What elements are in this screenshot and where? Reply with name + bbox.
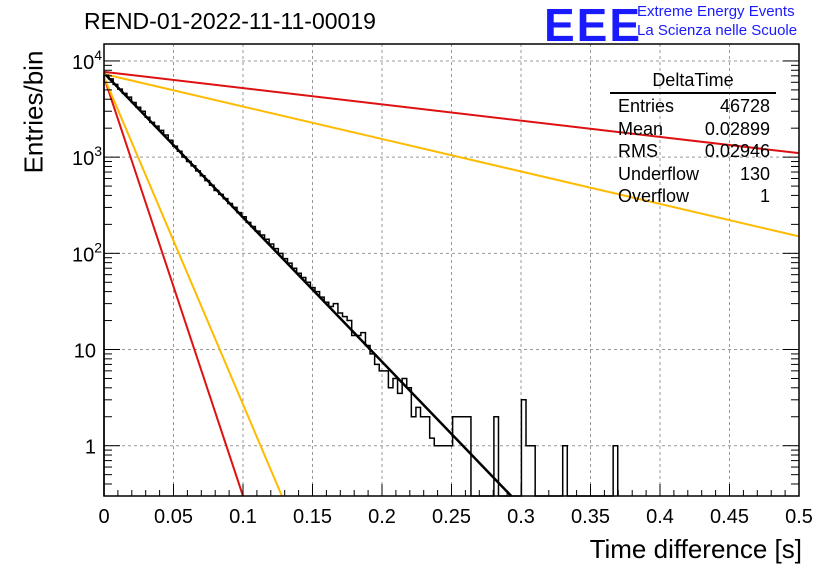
x-tick-label: 0.05 [154,506,193,528]
fit-curve [103,70,800,155]
fit-curves [103,70,800,497]
logo-line-1: Extreme Energy Events [637,3,795,20]
eee-logo: EEE [544,0,643,51]
x-tick-label: 0.1 [229,506,257,528]
fit-curve [103,73,800,238]
stats-value: 46728 [719,96,770,116]
y-tick-label: 104 [72,47,102,74]
stats-row: Mean 0.02899 [610,118,776,141]
stats-label: Overflow [618,186,690,206]
stats-label: Mean [618,118,664,139]
fit-curve [103,76,244,497]
x-tick-label: 0.25 [432,506,471,528]
stats-value: 130 [739,163,770,184]
stats-row: Overflow 1 [610,185,776,208]
stats-row: Entries 46728 [610,95,776,118]
stats-value: 1 [759,186,770,206]
stats-label: RMS [618,141,658,161]
x-tick-label: 0.35 [571,506,610,528]
y-tick-label: 102 [72,239,102,266]
x-tick-labels: 0 0.05 0.1 0.15 0.2 0.25 0.3 0.35 0.4 0.45 0.5 [98,506,812,528]
stats-label: Entries [618,96,675,116]
x-tick-label: 0.2 [368,506,396,528]
logo-line-2: La Scienza nelle Scuole [637,22,798,39]
x-tick-label: 0.15 [293,506,332,528]
fit-curve [103,72,513,497]
x-tick-label: 0.4 [646,506,674,528]
y-tick-labels: 1 10 102 103 104 [72,47,102,459]
stats-value: 0.02899 [704,118,770,139]
histogram-bars [103,74,619,497]
fit-curve [103,76,283,497]
x-tick-label: 0.45 [710,506,749,528]
stats-value: 0.02946 [704,141,770,161]
stats-row: Underflow 130 [610,163,776,186]
stats-title: DeltaTime [610,70,776,94]
y-tick-label: 10 [74,341,96,363]
y-axis-title: Entries/bin [18,50,49,174]
x-tick-label: 0.5 [785,506,813,528]
y-tick-label: 1 [85,437,96,459]
stats-label: Underflow [618,163,700,184]
axis-ticks [103,60,800,497]
x-tick-label: 0 [98,506,109,528]
stats-row: RMS 0.02946 [610,140,776,163]
stats-box: DeltaTime Entries 46728 Mean 0.02899 RMS… [610,70,776,208]
x-axis-title: Time difference [s] [589,534,802,564]
x-tick-label: 0.3 [507,506,535,528]
histogram-outline [103,74,619,497]
y-tick-label: 103 [72,143,102,170]
plot-title: REND-01-2022-11-11-00019 [84,8,376,34]
